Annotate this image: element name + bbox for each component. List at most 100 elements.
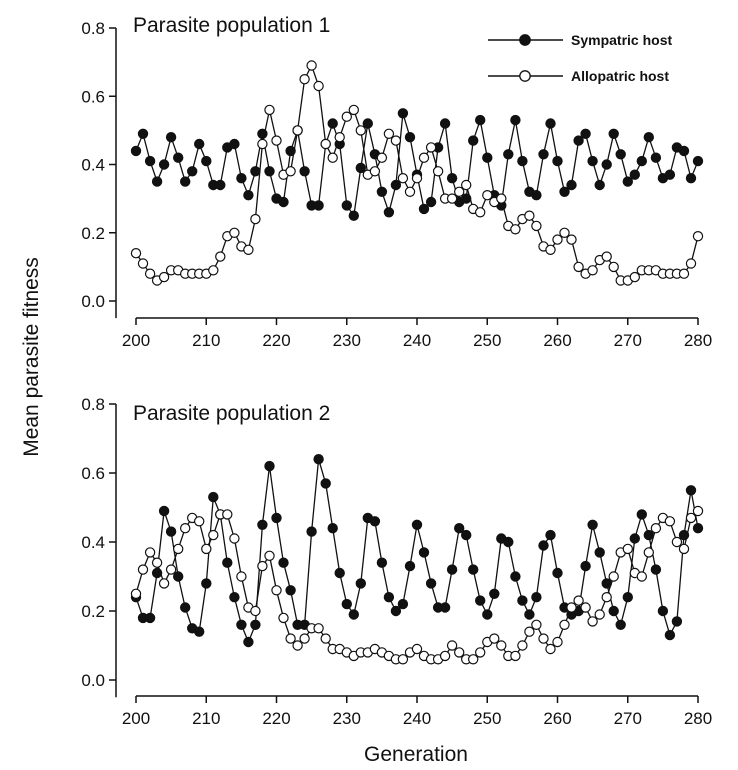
panel-2-allopatric-point <box>566 602 577 613</box>
panel-2-sympatric-point <box>601 578 612 589</box>
panel-2-sympatric-point <box>580 560 591 572</box>
panel-1-sympatric-point <box>172 152 184 163</box>
panel-2-sympatric-point <box>657 605 669 617</box>
panel-1-sympatric-point <box>531 189 542 201</box>
panel-2-allopatric-point <box>151 557 163 568</box>
panel-1-x-tick-label: 240 <box>403 331 431 350</box>
panel-2-sympatric-point <box>489 588 500 600</box>
panel-2-allopatric-point <box>517 640 528 651</box>
panel-2-allopatric-point <box>475 647 486 658</box>
panel-2-sympatric-point <box>158 505 170 517</box>
panel-1-sympatric-point <box>158 159 170 170</box>
panel-1-allopatric-point <box>137 258 149 269</box>
panel-2-sympatric-point <box>475 595 486 606</box>
panel-2-sympatric-point <box>193 626 205 637</box>
panel-2-sympatric-point <box>615 619 626 631</box>
panel-2-allopatric-point <box>678 543 690 555</box>
panel-1-sympatric-point <box>678 145 690 157</box>
panel-1-sympatric-point <box>461 193 472 204</box>
panel-1-sympatric-point <box>503 149 514 160</box>
panel-1-allopatric-point <box>587 265 598 276</box>
panel-2-sympatric-point <box>404 560 416 572</box>
panel-2-sympatric-point <box>285 585 296 596</box>
panel-2-sympatric-point <box>664 629 676 641</box>
panel-2-allopatric-point <box>622 543 634 555</box>
panel-1-allopatric-point <box>250 213 261 225</box>
panel-2-allopatric-point <box>587 616 598 627</box>
panel-2-allopatric-point <box>454 647 465 658</box>
panel-2-allopatric-point <box>439 650 451 662</box>
panel-1-y-tick-label: 0.0 <box>81 292 105 311</box>
panel-1-sympatric-point <box>468 135 479 146</box>
panel-1-sympatric-point <box>629 169 641 180</box>
panel-2-sympatric-point <box>692 523 704 534</box>
x-axis-title: Generation <box>364 743 468 766</box>
panel-1-allopatric-point <box>130 247 142 259</box>
panel-1-allopatric-point <box>496 193 507 204</box>
panel-2-allopatric-point <box>313 623 324 634</box>
panel-1-allopatric-point <box>678 268 690 279</box>
panel-1-sympatric-point <box>692 155 704 167</box>
panel-2-allopatric-line <box>135 510 699 660</box>
panel-2-y-tick-label: 0.6 <box>81 464 105 483</box>
panel-1-allopatric-point <box>531 220 542 232</box>
panel-2-allopatric-point <box>165 564 177 575</box>
panel-1-allopatric-point <box>418 152 430 163</box>
panel-2-allopatric-point <box>236 571 247 582</box>
panel-2-sympatric-point <box>250 619 261 631</box>
panel-1-allopatric-point <box>313 80 324 92</box>
panel-2-sympatric-point <box>503 536 514 548</box>
panel-2-allopatric-point <box>250 605 261 617</box>
panel-1-sympatric-point <box>348 210 359 221</box>
panel-1-allopatric-point <box>285 166 296 177</box>
panel-2-sympatric-point <box>271 512 282 524</box>
panel-1-axes: 0.0 0.2 0.4 0.6 0.8 200 210 220 230 240 250 260 270 2… <box>81 19 712 350</box>
panel-1-sympatric-point <box>475 114 486 126</box>
panel-1-allopatric-point <box>271 135 282 146</box>
panel-1-allopatric-point <box>348 104 359 116</box>
panel-1-sympatric-point <box>636 155 648 167</box>
panel-2-sympatric-point <box>454 523 465 534</box>
panel-1-sympatric-point <box>186 166 198 177</box>
panel-1-allopatric-point <box>545 244 556 255</box>
panel-2-allopatric-point <box>278 612 289 624</box>
panel-1-sympatric-point <box>622 176 634 187</box>
panel-1-sympatric-point <box>362 118 373 129</box>
panel-2-sympatric-point <box>650 564 662 575</box>
panel-1-x-tick-label: 200 <box>122 331 150 350</box>
panel-1: 0.0 0.2 0.4 0.6 0.8 200 210 220 230 240 250 260 270 2… <box>81 14 712 350</box>
panel-2-allopatric-point <box>292 640 303 651</box>
panel-2-allopatric-point <box>179 523 191 534</box>
panel-2-allopatric-point <box>257 560 268 572</box>
panel-1-x-tick-label: 260 <box>543 331 571 350</box>
panel-2-title: Parasite population 2 <box>133 402 330 425</box>
panel-2-sympatric-point <box>144 612 156 624</box>
legend: Sympatric host Allopatric host <box>488 32 672 84</box>
panel-1-sympatric-point <box>165 131 177 143</box>
panel-1-allopatric-point <box>454 186 465 197</box>
panel-1-sympatric-point <box>376 186 388 197</box>
panel-2-sympatric-point <box>587 519 598 531</box>
panel-1-title: Parasite population 1 <box>133 14 330 37</box>
panel-1-sympatric-point <box>341 200 352 211</box>
panel-2-sympatric-point <box>327 523 338 534</box>
panel-1-x-tick-label: 220 <box>262 331 290 350</box>
panel-2-sympatric-point <box>608 605 619 617</box>
panel-1-allopatric-point <box>334 131 345 143</box>
panel-1-allopatric-point <box>475 207 486 218</box>
panel-1-allopatric-point <box>573 261 584 273</box>
panel-1-sympatric-point <box>552 155 563 167</box>
panel-1-x-tick-label: 210 <box>192 331 220 350</box>
panel-2-sympatric-point <box>369 516 381 527</box>
panel-2-allopatric-point <box>446 640 458 651</box>
panel-2-sympatric-point <box>376 557 388 568</box>
panel-1-sympatric-point <box>573 135 584 146</box>
panel-2-sympatric-point <box>151 567 163 579</box>
panel-2-sympatric-point <box>531 592 542 603</box>
panel-1-allopatric-point <box>327 152 338 163</box>
panel-2-sympatric-point <box>629 533 641 544</box>
panel-2-y-tick-label: 0.4 <box>81 533 105 552</box>
panel-2-sympatric-point <box>482 609 493 620</box>
panel-1-sympatric-point <box>425 196 437 208</box>
